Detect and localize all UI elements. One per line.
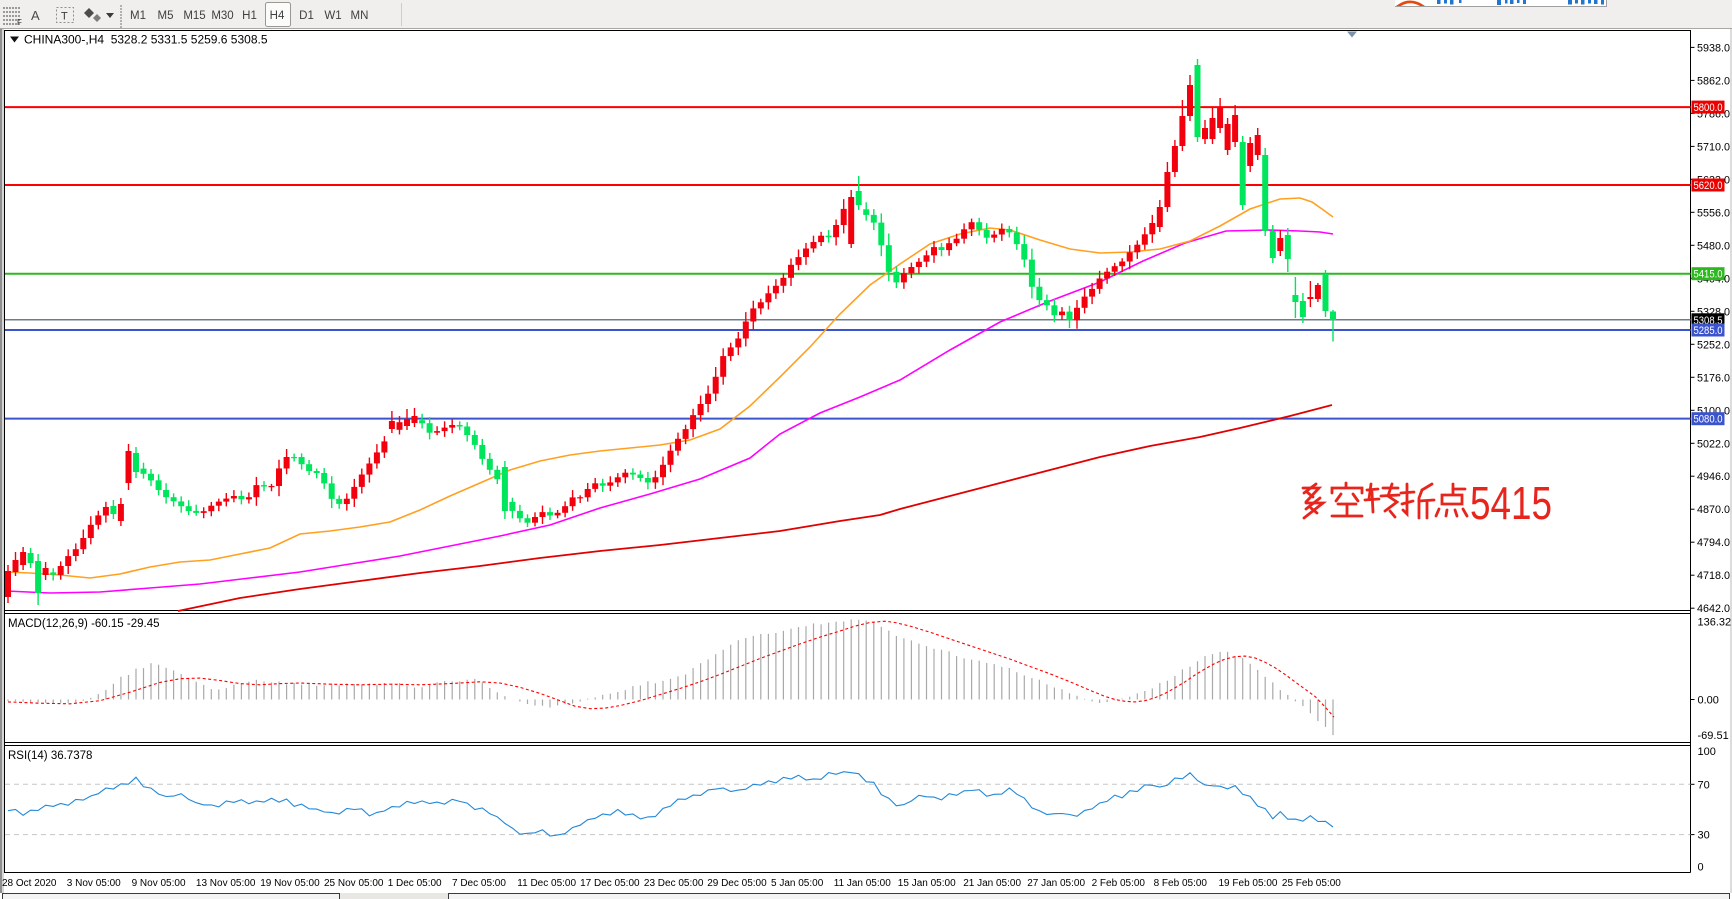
svg-text:4718.0: 4718.0 [1697,570,1730,582]
svg-text:RSI(14) 36.7378: RSI(14) 36.7378 [8,750,92,762]
svg-text:-69.51: -69.51 [1698,730,1729,742]
svg-text:CHINA300-,H4 5328.2 5331.5 52: CHINA300-,H4 5328.2 5331.5 5259.6 5308.5 [24,33,268,47]
svg-text:M1: M1 [130,10,146,22]
svg-text:MN: MN [351,10,369,22]
svg-text:W1: W1 [324,10,341,22]
svg-text:D1: D1 [299,10,314,22]
svg-text:F: F [17,18,22,27]
svg-text:5080.0: 5080.0 [1694,414,1723,426]
svg-text:13 Nov 05:00: 13 Nov 05:00 [196,878,256,889]
svg-text:5415.0: 5415.0 [1694,269,1723,281]
svg-text:27 Jan 05:00: 27 Jan 05:00 [1027,878,1085,889]
svg-text:5252.0: 5252.0 [1697,339,1730,351]
svg-text:5 Jan 05:00: 5 Jan 05:00 [771,878,824,889]
svg-text:15 Jan 05:00: 15 Jan 05:00 [898,878,956,889]
svg-text:23 Dec 05:00: 23 Dec 05:00 [644,878,704,889]
svg-text:21 Jan 05:00: 21 Jan 05:00 [963,878,1021,889]
svg-text:25 Nov 05:00: 25 Nov 05:00 [324,878,384,889]
svg-text:M30: M30 [211,10,233,22]
svg-text:4870.0: 4870.0 [1697,504,1730,516]
svg-text:5800.0: 5800.0 [1694,102,1723,114]
svg-text:17 Dec 05:00: 17 Dec 05:00 [580,878,640,889]
svg-text:H4: H4 [270,10,285,22]
svg-text:4946.0: 4946.0 [1697,471,1730,483]
svg-text:19 Nov 05:00: 19 Nov 05:00 [260,878,320,889]
svg-text:30: 30 [1698,830,1710,842]
svg-text:11 Dec 05:00: 11 Dec 05:00 [517,878,576,889]
svg-text:5938.0: 5938.0 [1697,42,1730,54]
svg-text:5480.0: 5480.0 [1697,240,1730,252]
svg-text:MACD(12,26,9) -60.15 -29.45: MACD(12,26,9) -60.15 -29.45 [8,618,160,630]
svg-text:M5: M5 [158,10,174,22]
svg-text:28 Oct 2020: 28 Oct 2020 [2,878,57,889]
svg-text:11 Jan 05:00: 11 Jan 05:00 [834,878,892,889]
svg-text:2 Feb 05:00: 2 Feb 05:00 [1092,878,1146,889]
svg-text:3 Nov 05:00: 3 Nov 05:00 [67,878,121,889]
svg-text:5285.0: 5285.0 [1694,325,1723,337]
svg-text:5710.0: 5710.0 [1697,141,1730,153]
svg-text:4642.0: 4642.0 [1697,603,1730,615]
svg-text:25 Feb 05:00: 25 Feb 05:00 [1282,878,1341,889]
svg-text:0.00: 0.00 [1698,695,1719,707]
svg-text:19 Feb 05:00: 19 Feb 05:00 [1219,878,1278,889]
svg-text:70: 70 [1698,779,1710,791]
svg-text:M15: M15 [183,10,205,22]
svg-text:0: 0 [1698,861,1704,873]
svg-text:T: T [61,11,68,23]
svg-text:8 Feb 05:00: 8 Feb 05:00 [1154,878,1208,889]
svg-text:9 Nov 05:00: 9 Nov 05:00 [132,878,186,889]
svg-text:A: A [31,8,40,23]
svg-text:4794.0: 4794.0 [1697,537,1730,549]
svg-text:5022.0: 5022.0 [1697,438,1730,450]
svg-text:5862.0: 5862.0 [1697,75,1730,87]
svg-text:7 Dec 05:00: 7 Dec 05:00 [452,878,506,889]
svg-text:H1: H1 [242,10,257,22]
svg-text:136.32: 136.32 [1698,616,1732,628]
svg-text:5620.0: 5620.0 [1694,180,1723,192]
svg-text:1 Dec 05:00: 1 Dec 05:00 [388,878,442,889]
svg-text:29 Dec 05:00: 29 Dec 05:00 [707,878,767,889]
svg-text:5176.0: 5176.0 [1697,372,1730,384]
svg-text:5415: 5415 [1470,477,1552,529]
svg-text:100: 100 [1698,746,1716,758]
svg-text:5556.0: 5556.0 [1697,207,1730,219]
